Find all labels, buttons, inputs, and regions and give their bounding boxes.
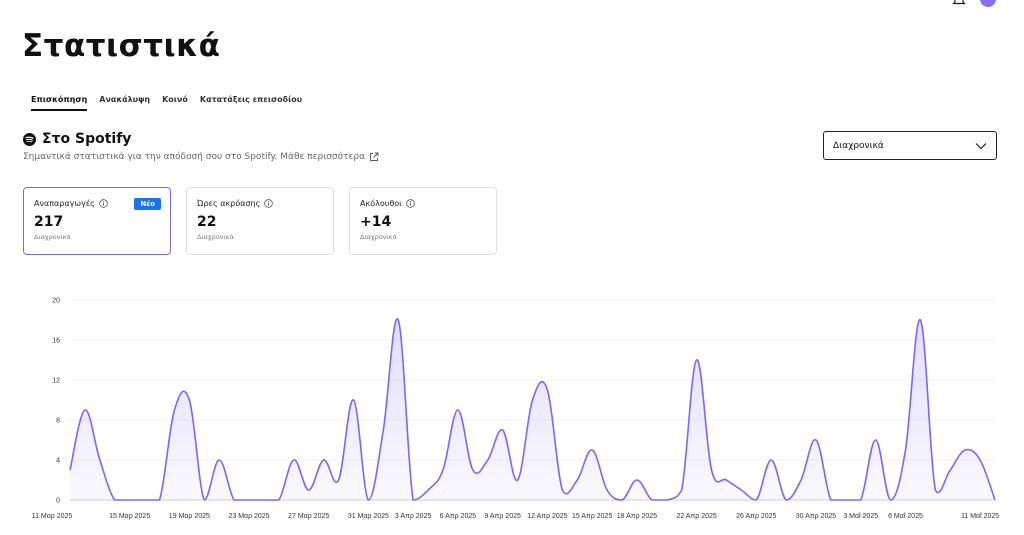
external-link-icon[interactable] [369, 152, 379, 162]
date-range-value: Διαχρονικά [833, 140, 884, 151]
stat-card-label: Ακόλουθοι [360, 199, 486, 208]
section-subtitle: Σημαντικά στατιστικά για την απόδοσή σου… [23, 152, 379, 162]
stat-card-listening-hours[interactable]: Ώρες ακρόασης 22 Διαχρονικά [186, 187, 334, 255]
x-tick-label: 26 Απρ 2025 [736, 513, 776, 520]
y-tick-label: 8 [56, 418, 60, 425]
x-tick-label: 3 Μαΐ 2025 [843, 512, 878, 520]
info-icon[interactable] [99, 199, 108, 208]
series-area [70, 318, 995, 500]
chevron-down-icon [975, 142, 987, 149]
x-tick-label: 30 Απρ 2025 [796, 513, 836, 520]
new-badge: Νέο [134, 198, 161, 210]
stat-card-label-text: Ακόλουθοι [360, 199, 402, 208]
x-tick-label: 15 Απρ 2025 [572, 513, 612, 520]
plays-chart[interactable]: 0 4 8 12 16 20 11 Μαρ 2025 15 Μαρ 2025 19 Μαρ 20… [0, 290, 1024, 525]
x-tick-label: 27 Μαρ 2025 [288, 513, 329, 520]
stat-card-period: Διαχρονικά [34, 233, 71, 241]
x-tick-label: 15 Μαρ 2025 [109, 513, 150, 520]
stat-card-label-text: Ώρες ακρόασης [197, 199, 261, 208]
stat-card-period: Διαχρονικά [360, 233, 397, 241]
tab-overview[interactable]: Επισκόπηση [31, 95, 88, 111]
stat-card-followers[interactable]: Ακόλουθοι +14 Διαχρονικά [349, 187, 497, 255]
x-tick-label: 18 Απρ 2025 [617, 513, 657, 520]
x-tick-label: 11 Μαΐ 2025 [961, 512, 999, 520]
y-tick-label: 0 [56, 498, 60, 505]
tab-episode-rankings[interactable]: Κατατάξεις επεισοδίου [199, 95, 303, 104]
x-tick-label: 6 Μαΐ 2025 [888, 512, 923, 520]
section-subtitle-text[interactable]: Σημαντικά στατιστικά για την απόδοσή σου… [23, 152, 366, 162]
series-line [69, 318, 996, 501]
bell-icon[interactable] [952, 0, 966, 6]
spotify-icon [23, 132, 36, 146]
section-title: Στο Spotify [42, 131, 132, 147]
stat-card-value: +14 [360, 214, 392, 230]
top-bar [904, 0, 1024, 10]
tab-audience[interactable]: Κοινό [162, 95, 188, 104]
x-tick-label: 23 Μαρ 2025 [228, 513, 269, 520]
x-tick-label: 6 Απρ 2025 [440, 513, 477, 520]
date-range-select[interactable]: Διαχρονικά [823, 131, 997, 160]
stat-card-label-text: Αναπαραγωγές [34, 199, 95, 208]
y-tick-label: 20 [52, 298, 60, 305]
stat-card-label: Ώρες ακρόασης [197, 199, 323, 208]
x-tick-label: 19 Μαρ 2025 [169, 513, 210, 520]
info-icon[interactable] [406, 199, 415, 208]
section-header: Στο Spotify [23, 131, 131, 147]
x-tick-label: 9 Απρ 2025 [484, 513, 521, 520]
page-title: Στατιστικά [22, 28, 221, 64]
x-tick-label: 22 Απρ 2025 [676, 513, 716, 520]
tab-bar: Επισκόπηση Ανακάλυψη Κοινό Κατατάξεις επ… [31, 95, 302, 111]
stat-card-value: 217 [34, 214, 64, 230]
y-tick-label: 12 [52, 378, 60, 385]
stat-card-label: Αναπαραγωγές [34, 199, 160, 208]
stat-card-value: 22 [197, 214, 217, 230]
tab-discovery[interactable]: Ανακάλυψη [99, 95, 151, 104]
x-tick-label: 12 Απρ 2025 [527, 513, 567, 520]
x-tick-label: 3 Απρ 2025 [395, 513, 432, 520]
x-tick-label: 11 Μαρ 2025 [32, 513, 73, 520]
avatar[interactable] [980, 0, 996, 7]
info-icon[interactable] [264, 199, 274, 208]
stat-card-plays[interactable]: Αναπαραγωγές 217 Διαχρονικά Νέο [23, 187, 171, 255]
y-tick-label: 16 [52, 338, 60, 345]
y-tick-label: 4 [56, 458, 60, 465]
x-tick-label: 31 Μαρ 2025 [348, 513, 389, 520]
stat-card-period: Διαχρονικά [197, 233, 234, 241]
